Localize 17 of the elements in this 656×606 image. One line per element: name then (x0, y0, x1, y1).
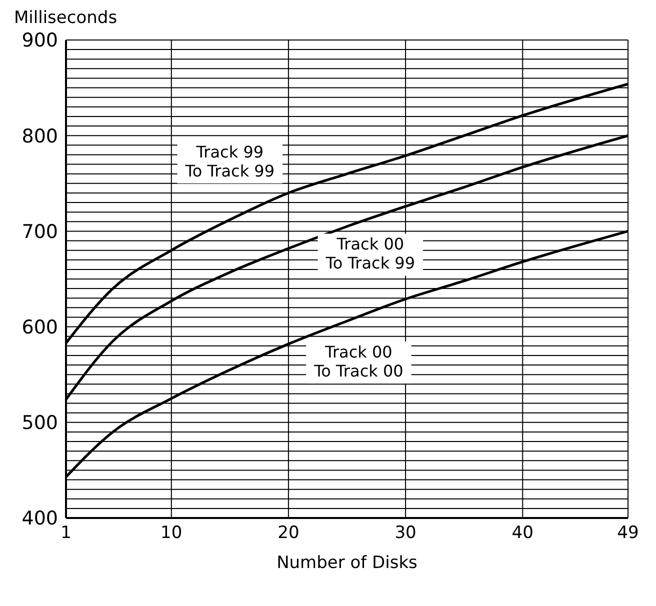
x-tick-label: 10 (160, 523, 182, 544)
y-tick-label: 900 (22, 30, 58, 52)
y-tick-label: 700 (22, 220, 58, 243)
x-tick-label: 1 (60, 523, 72, 544)
series-label: Track 99 To Track 99 (184, 142, 275, 180)
x-tick-label: 20 (278, 523, 300, 544)
y-tick-label: 600 (22, 316, 58, 339)
x-tick-label: 30 (394, 523, 416, 544)
x-tick-label: 40 (512, 523, 534, 544)
series-label: Track 00 To Track 99 (324, 234, 416, 273)
y-tick-label: 400 (22, 508, 58, 530)
y-tick-label: 500 (22, 412, 58, 434)
y-axis-title: Milliseconds (14, 8, 118, 28)
series-label: Track 00 To Track 00 (313, 342, 404, 381)
x-tick-label: 49 (617, 523, 639, 544)
x-axis-title: Number of Disks (276, 553, 418, 573)
y-tick-label: 800 (22, 125, 58, 148)
